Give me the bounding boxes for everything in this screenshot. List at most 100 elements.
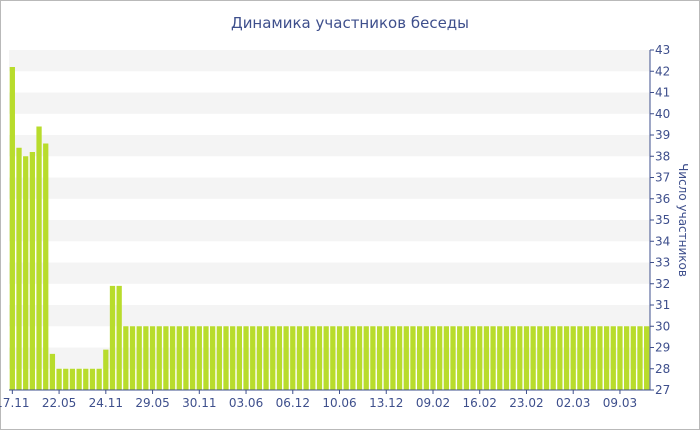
bar (490, 326, 496, 390)
bar (9, 67, 15, 390)
x-tick-label: 10.06 (322, 396, 356, 410)
y-tick-label: 39 (655, 128, 670, 142)
bar (250, 326, 256, 390)
bar (163, 326, 169, 390)
bar (203, 326, 209, 390)
bar (290, 326, 296, 390)
bar (396, 326, 403, 390)
bar (63, 368, 69, 390)
bar (143, 326, 149, 390)
bar (410, 326, 416, 390)
x-tick-label: 03.06 (229, 396, 263, 410)
bar (610, 326, 616, 390)
bar (370, 326, 376, 390)
bar (503, 326, 510, 390)
bar (517, 326, 523, 390)
bar (617, 326, 623, 390)
bar (116, 285, 122, 390)
bar (603, 326, 610, 390)
bar (89, 368, 96, 390)
bar (457, 326, 463, 390)
bar (403, 326, 409, 390)
bar (196, 326, 202, 390)
bar (76, 368, 82, 390)
y-tick-label: 43 (655, 43, 670, 57)
x-tick-label: 23.02 (509, 396, 543, 410)
bar (216, 326, 222, 390)
y-tick-label: 42 (655, 64, 670, 78)
bar (256, 326, 263, 390)
x-tick-label: 16.02 (463, 396, 497, 410)
grid-band (9, 305, 650, 327)
bar (236, 326, 242, 390)
y-tick-label: 34 (655, 234, 670, 248)
bar (383, 326, 389, 390)
x-tick-label: 09.02 (416, 396, 450, 410)
bar (483, 326, 490, 390)
bar (149, 326, 156, 390)
bar (537, 326, 543, 390)
bar (330, 326, 336, 390)
bar (169, 326, 176, 390)
bar (543, 326, 550, 390)
bar (176, 326, 182, 390)
bar (36, 126, 42, 390)
bar (597, 326, 603, 390)
bar (450, 326, 456, 390)
grid-band (9, 262, 650, 284)
bar (644, 326, 650, 390)
bar (510, 326, 516, 390)
grid-band (9, 50, 650, 72)
bar (430, 326, 436, 390)
bar (350, 326, 356, 390)
x-tick-label: 13.12 (369, 396, 403, 410)
bar (323, 326, 329, 390)
bar (23, 156, 29, 390)
bar (310, 326, 316, 390)
y-tick-label: 28 (655, 362, 670, 376)
bar (637, 326, 643, 390)
bar (343, 326, 349, 390)
bar (563, 326, 570, 390)
bar (623, 326, 630, 390)
bar (470, 326, 476, 390)
bar (356, 326, 363, 390)
y-tick-label: 30 (655, 319, 670, 333)
bar (189, 326, 196, 390)
bar (230, 326, 236, 390)
bar (136, 326, 142, 390)
bar (129, 326, 136, 390)
bar (210, 326, 216, 390)
bar-series (9, 67, 650, 390)
y-tick-label: 40 (655, 107, 670, 121)
bar (463, 326, 470, 390)
bar (523, 326, 530, 390)
bar (497, 326, 503, 390)
grid-band (9, 220, 650, 242)
x-tick-label: 30.11 (182, 396, 216, 410)
x-tick-label: 09.03 (603, 396, 637, 410)
grid-band (9, 177, 650, 199)
grid-band (9, 92, 650, 114)
bar (156, 326, 162, 390)
y-tick-label: 27 (655, 383, 670, 397)
bar (103, 349, 109, 390)
bar (583, 326, 590, 390)
bar (69, 368, 76, 390)
bar (96, 368, 102, 390)
bar (123, 326, 129, 390)
bar (29, 152, 36, 390)
bar (363, 326, 369, 390)
bar (56, 368, 62, 390)
y-tick-label: 35 (655, 213, 670, 227)
y-tick-label: 31 (655, 298, 670, 312)
bar (437, 326, 443, 390)
y-tick-label: 36 (655, 192, 670, 206)
grid-band (9, 135, 650, 157)
bar (557, 326, 563, 390)
chart-title: Динамика участников беседы (231, 14, 469, 32)
x-tick-label: 06.12 (276, 396, 310, 410)
grid-band (9, 347, 650, 369)
bar (477, 326, 483, 390)
y-tick-label: 32 (655, 277, 670, 291)
